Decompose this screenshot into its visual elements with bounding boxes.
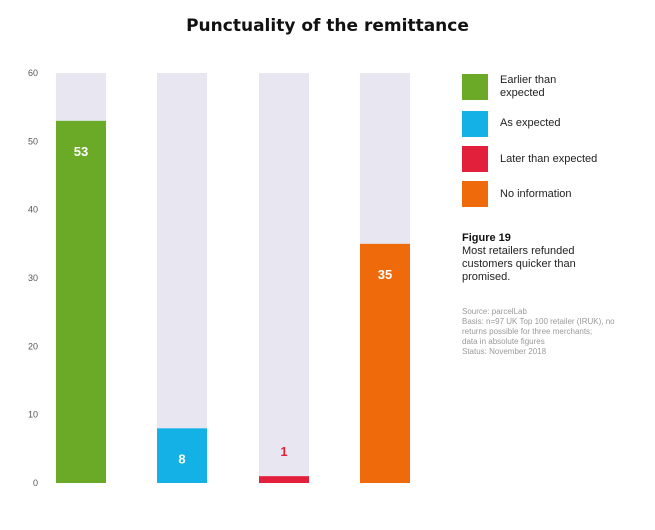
legend-item-as-expected: As expected (462, 111, 640, 137)
figure-caption: Figure 19 Most retailers refunded custom… (462, 232, 637, 284)
data-label-later: 1 (280, 444, 287, 459)
legend-swatch-later (462, 146, 488, 172)
legend-label-later: Later than expected (500, 153, 598, 165)
legend-item-earlier: Earlier than expected (462, 74, 590, 100)
source-notes: Source: parcelLab Basis: n=97 UK Top 100… (462, 307, 632, 357)
figure-number: Figure 19 (462, 232, 511, 244)
legend-label-as-expected: As expected (500, 117, 561, 129)
bar-as-expected (157, 428, 207, 483)
bar-no-info (360, 243, 410, 483)
y-tick-label: 20 (28, 341, 38, 351)
bar-earlier (56, 120, 106, 483)
chart-title: Punctuality of the remittance (186, 16, 469, 36)
y-tick-label: 60 (28, 68, 38, 78)
legend-label-no-info: No information (500, 188, 572, 200)
bar-later (259, 476, 309, 483)
y-tick-label: 10 (28, 410, 38, 420)
basis-line: Basis: n=97 UK Top 100 retailer (IRUK), … (462, 317, 615, 336)
legend-swatch-earlier (462, 74, 488, 100)
bar-track-later (259, 73, 309, 483)
y-tick-label: 0 (33, 478, 38, 488)
legend-swatch-no-info (462, 181, 488, 207)
y-tick-label: 30 (28, 273, 38, 283)
source-line: Source: parcelLab (462, 307, 527, 316)
legend-item-later: Later than expected (462, 146, 640, 172)
status-line: Status: November 2018 (462, 347, 547, 356)
y-tick-label: 50 (28, 136, 38, 146)
bar-track-as-expected (157, 73, 207, 483)
legend-item-no-info: No information (462, 181, 640, 207)
figure-description: Most retailers refunded customers quicke… (462, 245, 576, 283)
y-tick-label: 40 (28, 205, 38, 215)
data-label-earlier: 53 (74, 144, 88, 159)
legend-label-earlier: Earlier than expected (500, 74, 557, 99)
legend-swatch-as-expected (462, 111, 488, 137)
data-label-no-info: 35 (378, 267, 392, 282)
data-note-line: data in absolute figures (462, 337, 545, 346)
data-label-as-expected: 8 (178, 451, 185, 466)
